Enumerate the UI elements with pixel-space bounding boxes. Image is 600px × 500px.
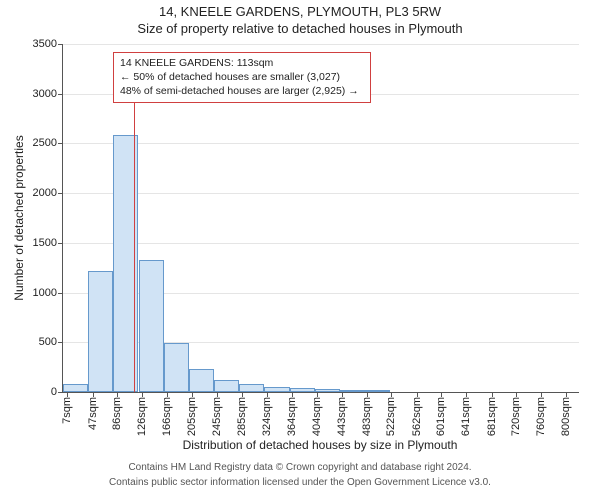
chart-subtitle: Size of property relative to detached ho…	[0, 21, 600, 36]
plot-area: 05001000150020002500300035007sqm47sqm86s…	[62, 44, 579, 393]
x-tick-label: 364sqm	[286, 392, 298, 436]
annotation-line-2: ← 50% of detached houses are smaller (3,…	[120, 70, 364, 84]
annotation-box: 14 KNEELE GARDENS: 113sqm ← 50% of detac…	[113, 52, 371, 103]
y-axis-label: Number of detached properties	[12, 135, 26, 300]
y-axis-label-wrap: Number of detached properties	[12, 44, 26, 392]
footnote-licence: Contains public sector information licen…	[0, 477, 600, 488]
property-size-chart: 14, KNEELE GARDENS, PLYMOUTH, PL3 5RW Si…	[0, 0, 600, 500]
histogram-bar	[189, 369, 214, 392]
histogram-bar	[63, 384, 88, 392]
gridline	[63, 193, 579, 194]
x-axis-label: Distribution of detached houses by size …	[62, 438, 578, 452]
annotation-line-3: 48% of semi-detached houses are larger (…	[120, 84, 364, 98]
y-tick-label: 1500	[33, 237, 63, 249]
chart-title: 14, KNEELE GARDENS, PLYMOUTH, PL3 5RW	[0, 4, 600, 19]
x-tick-label: 443sqm	[336, 392, 348, 436]
x-tick-label: 641sqm	[460, 392, 472, 436]
histogram-bar	[214, 380, 239, 392]
gridline	[63, 44, 579, 45]
x-tick-label: 483sqm	[361, 392, 373, 436]
x-tick-label: 166sqm	[161, 392, 173, 436]
x-tick-label: 285sqm	[236, 392, 248, 436]
x-tick-label: 601sqm	[435, 392, 447, 436]
gridline	[63, 243, 579, 244]
x-tick-label: 760sqm	[535, 392, 547, 436]
histogram-bar	[239, 384, 264, 392]
gridline	[63, 143, 579, 144]
x-tick-label: 245sqm	[211, 392, 223, 436]
y-tick-label: 3500	[33, 38, 63, 50]
property-marker-line	[134, 69, 135, 392]
annotation-line-1: 14 KNEELE GARDENS: 113sqm	[120, 56, 364, 70]
histogram-bar	[88, 271, 113, 392]
x-tick-label: 681sqm	[486, 392, 498, 436]
x-tick-label: 404sqm	[311, 392, 323, 436]
x-tick-label: 47sqm	[87, 392, 99, 430]
x-tick-label: 562sqm	[411, 392, 423, 436]
x-tick-label: 720sqm	[510, 392, 522, 436]
footnote-copyright: Contains HM Land Registry data © Crown c…	[0, 462, 600, 473]
y-tick-label: 3000	[33, 88, 63, 100]
y-tick-label: 1000	[33, 287, 63, 299]
y-tick-label: 500	[39, 336, 63, 348]
y-tick-label: 2000	[33, 187, 63, 199]
x-tick-label: 205sqm	[186, 392, 198, 436]
x-tick-label: 126sqm	[136, 392, 148, 436]
x-tick-label: 86sqm	[111, 392, 123, 430]
x-tick-label: 324sqm	[261, 392, 273, 436]
histogram-bar	[164, 343, 189, 392]
y-tick-label: 2500	[33, 137, 63, 149]
x-tick-label: 800sqm	[560, 392, 572, 436]
x-tick-label: 7sqm	[61, 392, 73, 424]
histogram-bar	[139, 260, 164, 392]
x-tick-label: 522sqm	[385, 392, 397, 436]
